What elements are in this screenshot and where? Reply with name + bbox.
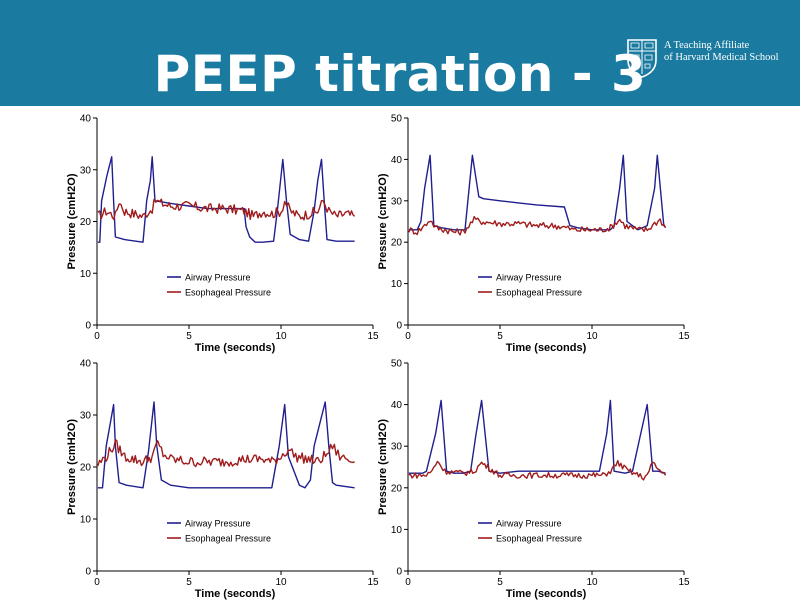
x-tick-label: 10: [275, 331, 287, 342]
series-esophageal-line: [408, 215, 667, 236]
series-esophageal-line: [97, 438, 355, 468]
y-tick-label: 0: [85, 567, 91, 578]
x-tick-label: 5: [186, 331, 192, 342]
chart-top-left: 0 10 20 30 40 0 5 10 15 Time (seconds) Pressure (c…: [66, 114, 379, 355]
y-tick-label: 0: [396, 321, 402, 332]
x-tick-label: 5: [497, 331, 503, 342]
harvard-shield-icon: [627, 39, 657, 78]
y-tick-label: 20: [80, 463, 92, 474]
chart-bottom-left: 0 10 20 30 40 0 5 10 15 Time (seconds) Pressure (c…: [66, 359, 379, 600]
x-axis-label: Time (seconds): [195, 588, 276, 600]
y-tick-label: 20: [80, 217, 92, 228]
y-tick-label: 30: [391, 442, 403, 453]
series-esophageal-line: [408, 459, 667, 481]
x-axis-label: Time (seconds): [195, 342, 276, 354]
series-airway-line: [97, 156, 355, 243]
y-axis-label: Pressure (cmH2O): [377, 419, 389, 515]
y-tick-label: 50: [391, 114, 403, 125]
y-tick-label: 10: [391, 525, 403, 536]
y-tick-label: 40: [80, 114, 92, 125]
x-tick-label: 0: [94, 331, 100, 342]
y-tick-label: 20: [391, 483, 403, 494]
y-tick-label: 40: [80, 359, 92, 370]
x-tick-label: 10: [275, 577, 287, 588]
x-tick-label: 15: [367, 577, 379, 588]
slide-title: PEEP titration - 3: [153, 45, 647, 103]
y-tick-label: 50: [391, 359, 403, 370]
legend-label: Airway Pressure: [185, 273, 251, 283]
y-tick-label: 30: [80, 165, 92, 176]
y-axis-label: Pressure (cmH2O): [66, 419, 78, 515]
legend-label: Airway Pressure: [496, 273, 562, 283]
y-axis-label: Pressure (cmH2O): [377, 173, 389, 269]
legend-label: Airway Pressure: [496, 519, 562, 529]
y-tick-label: 30: [391, 196, 403, 207]
series-airway-line: [408, 399, 666, 474]
legend-label: Esophageal Pressure: [496, 534, 582, 544]
x-tick-label: 15: [367, 331, 379, 342]
series-airway-line: [97, 401, 355, 489]
x-tick-label: 10: [586, 331, 598, 342]
slide-header: [0, 0, 800, 106]
y-tick-label: 0: [396, 567, 402, 578]
legend-label: Esophageal Pressure: [496, 288, 582, 298]
y-tick-label: 40: [391, 155, 403, 166]
x-tick-label: 5: [186, 577, 192, 588]
x-tick-label: 0: [94, 577, 100, 588]
affiliate-text: A Teaching Affiliate of Harvard Medical …: [664, 40, 779, 64]
y-tick-label: 10: [80, 269, 92, 280]
y-axis-label: Pressure (cmH2O): [66, 173, 78, 269]
chart-bottom-right: 0 10 20 30 40 50 0 5 10 15 Time (seconds) Pressure …: [377, 359, 690, 600]
y-tick-label: 0: [85, 321, 91, 332]
x-tick-label: 10: [586, 577, 598, 588]
chart-top-right: 0 10 20 30 40 50 0 5 10 15 Time (seconds) Pressure …: [377, 114, 690, 355]
x-tick-label: 5: [497, 577, 503, 588]
series-airway-line: [408, 154, 667, 231]
affiliate-line-2: of Harvard Medical School: [664, 52, 779, 63]
legend-label: Esophageal Pressure: [185, 288, 271, 298]
x-tick-label: 15: [678, 577, 690, 588]
x-tick-label: 0: [405, 577, 411, 588]
y-tick-label: 20: [391, 238, 403, 249]
x-tick-label: 15: [678, 331, 690, 342]
x-axis-label: Time (seconds): [506, 588, 587, 600]
y-tick-label: 10: [80, 515, 92, 526]
y-tick-label: 30: [80, 411, 92, 422]
y-tick-label: 40: [391, 400, 403, 411]
y-tick-label: 10: [391, 279, 403, 290]
legend-label: Airway Pressure: [185, 519, 251, 529]
x-axis-label: Time (seconds): [506, 342, 587, 354]
series-esophageal-line: [97, 198, 356, 221]
legend-label: Esophageal Pressure: [185, 534, 271, 544]
x-tick-label: 0: [405, 331, 411, 342]
affiliate-line-1: A Teaching Affiliate: [664, 40, 750, 51]
